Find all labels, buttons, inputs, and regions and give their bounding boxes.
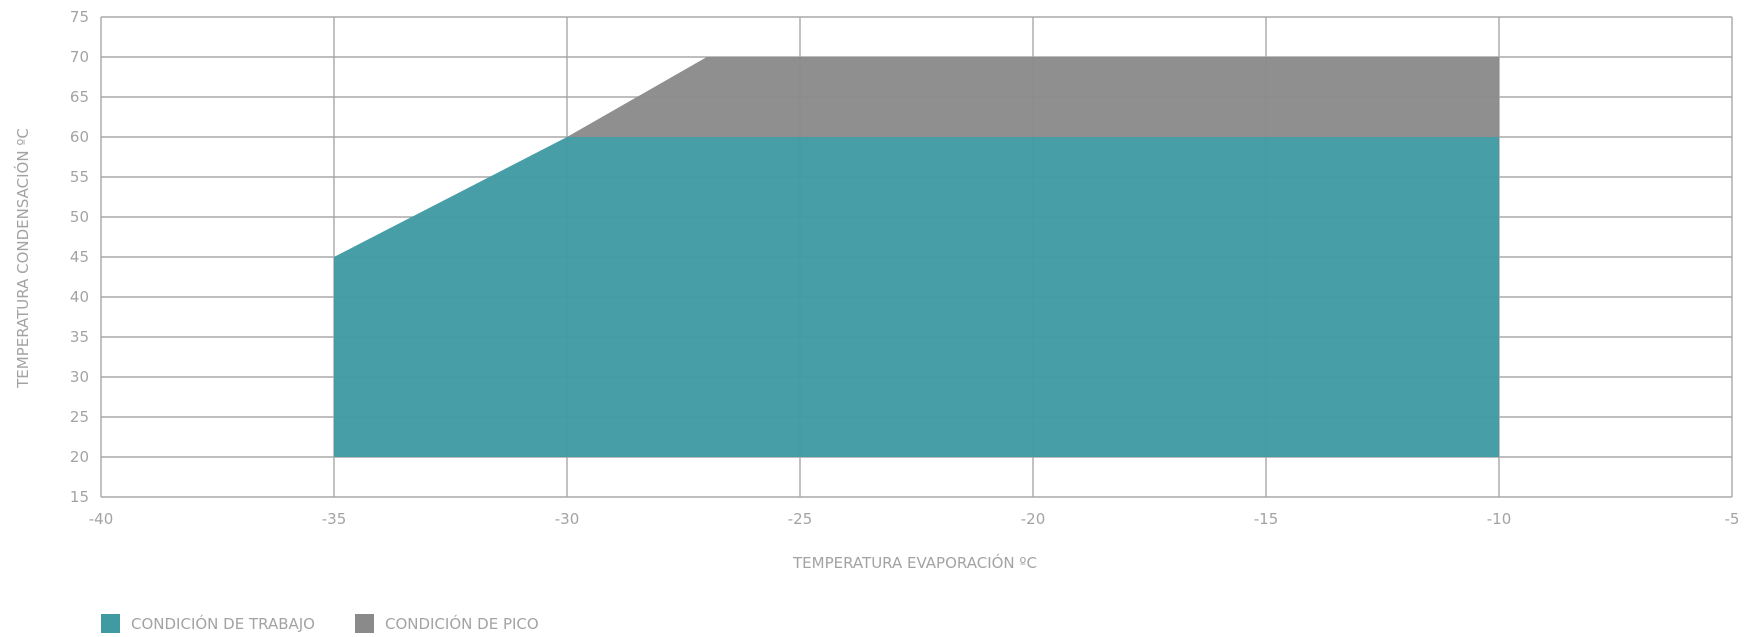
y-tick-label: 40: [70, 288, 89, 306]
y-tick-label: 20: [70, 448, 89, 466]
y-tick-label: 35: [70, 328, 89, 346]
y-tick-label: 55: [70, 168, 89, 186]
x-tick-label: -30: [555, 510, 580, 528]
y-tick-label: 70: [70, 48, 89, 66]
y-tick-label: 50: [70, 208, 89, 226]
legend-item-peak: CONDICIÓN DE PICO: [354, 614, 539, 633]
x-tick-label: -15: [1254, 510, 1279, 528]
x-tick-label: -10: [1487, 510, 1512, 528]
x-tick-label: -35: [322, 510, 347, 528]
legend-swatch-working: [101, 614, 120, 633]
plot-areas: [334, 57, 1499, 457]
y-tick-label: 15: [70, 488, 89, 506]
legend-swatch-peak: [354, 614, 374, 633]
legend-label-working: CONDICIÓN DE TRABAJO: [131, 614, 315, 633]
x-tick-label: -25: [788, 510, 813, 528]
x-axis-title: TEMPERATURA EVAPORACIÓN ºC: [792, 553, 1037, 572]
legend-label-peak: CONDICIÓN DE PICO: [384, 614, 539, 633]
y-tick-label: 45: [70, 248, 89, 266]
y-axis-ticks: 15 20 25 30 35 40 45 50 55 60 65 70 75: [70, 8, 89, 506]
x-axis-ticks: -40 -35 -30 -25 -20 -15 -10 -5: [89, 510, 1740, 528]
peak-condition-area: [567, 57, 1499, 137]
y-tick-label: 25: [70, 408, 89, 426]
y-tick-label: 75: [70, 8, 89, 26]
legend: CONDICIÓN DE TRABAJO CONDICIÓN DE PICO: [101, 614, 579, 633]
y-tick-label: 60: [70, 128, 89, 146]
x-tick-label: -5: [1725, 510, 1740, 528]
x-tick-label: -20: [1021, 510, 1046, 528]
y-tick-label: 30: [70, 368, 89, 386]
y-axis-title: TEMPERATURA CONDENSACIÓN ºC: [13, 128, 32, 389]
x-tick-label: -40: [89, 510, 114, 528]
working-condition-area: [334, 137, 1499, 457]
legend-item-working: CONDICIÓN DE TRABAJO: [101, 614, 315, 633]
y-tick-label: 65: [70, 88, 89, 106]
